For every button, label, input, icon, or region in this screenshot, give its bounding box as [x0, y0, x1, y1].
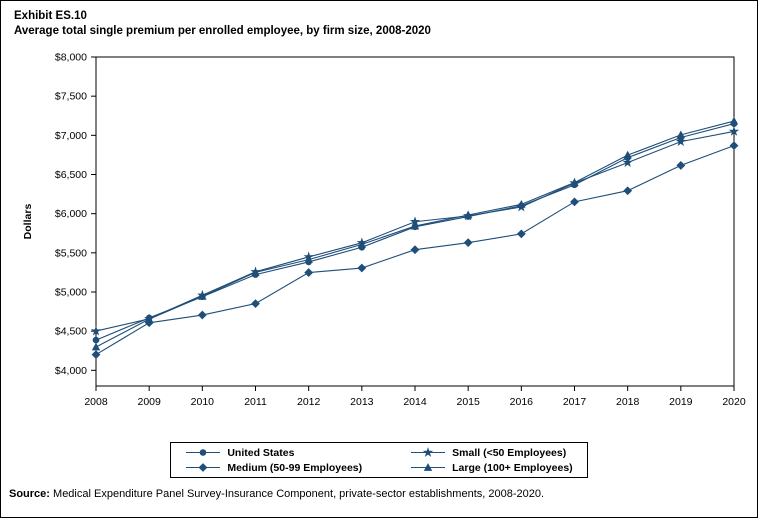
legend-label: Large (100+ Employees): [452, 461, 573, 474]
svg-text:$7,500: $7,500: [55, 91, 87, 103]
svg-text:$4,000: $4,000: [55, 365, 87, 377]
svg-text:2019: 2019: [669, 396, 693, 408]
svg-text:2010: 2010: [191, 396, 215, 408]
source-text: Medical Expenditure Panel Survey-Insuran…: [53, 488, 545, 500]
svg-text:2015: 2015: [456, 396, 480, 408]
svg-text:2014: 2014: [403, 396, 427, 408]
diamond-marker-icon: [186, 463, 221, 472]
svg-text:$5,500: $5,500: [55, 247, 87, 259]
svg-text:$6,500: $6,500: [55, 169, 87, 181]
legend-label: Medium (50-99 Employees): [227, 461, 363, 474]
legend-box: United States Small (<50 Employees) Medium…: [170, 442, 588, 478]
legend-item: Medium (50-99 Employees): [185, 461, 362, 474]
legend-item: Small (<50 Employees): [410, 446, 573, 459]
star-marker-icon: [411, 447, 446, 457]
triangle-marker-icon: [411, 463, 446, 471]
svg-text:2012: 2012: [297, 396, 321, 408]
legend-item: Large (100+ Employees): [410, 461, 573, 474]
circle-marker-icon: [186, 449, 221, 456]
chart-svg: $4,000 $4,500 $5,000 $5,500 $6,000 $6,500 $7,0…: [22, 52, 746, 409]
svg-text:2008: 2008: [84, 396, 108, 408]
legend: United States Small (<50 Employees) Medium…: [1, 442, 757, 478]
svg-text:Dollars: Dollars: [22, 204, 34, 240]
svg-text:2020: 2020: [722, 396, 746, 408]
chart-title: Average total single premium per enrolle…: [14, 25, 431, 37]
source-label: Source:: [9, 488, 50, 500]
page-title: Exhibit ES.10 Average total single premi…: [14, 9, 431, 39]
svg-text:$7,000: $7,000: [55, 130, 87, 142]
legend-label: Small (<50 Employees): [452, 446, 567, 459]
svg-text:2009: 2009: [137, 396, 161, 408]
svg-text:$6,000: $6,000: [55, 208, 87, 220]
svg-text:$4,500: $4,500: [55, 326, 87, 338]
svg-text:2011: 2011: [244, 396, 267, 408]
svg-text:2013: 2013: [350, 396, 374, 408]
svg-text:$8,000: $8,000: [55, 52, 87, 64]
svg-text:$5,000: $5,000: [55, 287, 87, 299]
legend-label: United States: [227, 446, 295, 459]
svg-text:2018: 2018: [616, 396, 640, 408]
svg-text:2017: 2017: [563, 396, 587, 408]
svg-text:2016: 2016: [510, 396, 534, 408]
legend-item: United States: [185, 446, 362, 459]
exhibit-number: Exhibit ES.10: [14, 10, 87, 22]
source-note: Source: Medical Expenditure Panel Survey…: [9, 488, 544, 500]
